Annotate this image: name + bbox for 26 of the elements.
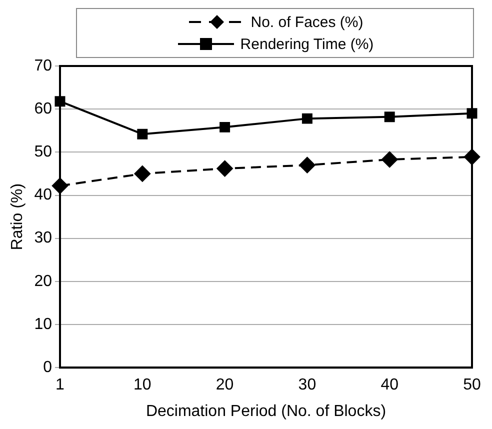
- point: [134, 166, 150, 182]
- x-tick-label: 30: [298, 376, 316, 394]
- point: [384, 112, 395, 122]
- x-tick-label: 40: [380, 376, 399, 394]
- y-axis-title: Ratio (%): [9, 183, 26, 250]
- x-tick-label: 10: [134, 376, 152, 394]
- point: [302, 113, 312, 124]
- y-tick-label: 10: [34, 316, 52, 333]
- x-tick-label: 1: [56, 376, 65, 394]
- y-tick-label: 40: [34, 186, 52, 204]
- point: [299, 157, 316, 174]
- y-tick-label: 70: [34, 57, 52, 74]
- legend-label: No. of Faces (%): [250, 14, 364, 30]
- x-tick-label: 20: [216, 376, 234, 394]
- y-tick-label: 20: [34, 272, 52, 290]
- x-tick-label: 50: [463, 376, 481, 394]
- legend-label: Rendering Time (%): [240, 36, 374, 52]
- y-tick-label: 0: [43, 359, 52, 376]
- point: [216, 160, 233, 177]
- point: [137, 128, 148, 140]
- y-tick-label: 60: [34, 100, 52, 118]
- x-axis-title: Decimation Period (No. of Blocks): [146, 402, 386, 420]
- point: [220, 122, 230, 132]
- y-tick-label: 30: [34, 230, 52, 247]
- point: [382, 151, 398, 168]
- y-tick-label: 50: [34, 144, 52, 161]
